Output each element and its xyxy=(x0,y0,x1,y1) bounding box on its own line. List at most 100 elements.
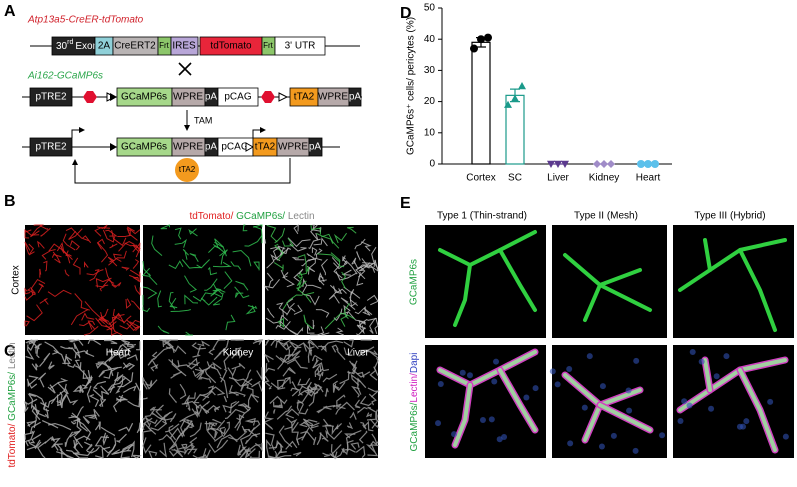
texture xyxy=(339,370,351,385)
texture xyxy=(236,414,245,431)
texture xyxy=(315,367,324,377)
box-label: Frt xyxy=(263,41,274,50)
texture xyxy=(142,260,151,277)
texture xyxy=(102,229,115,243)
texture xyxy=(41,249,56,260)
texture xyxy=(207,266,218,276)
column-title: Type II (Mesh) xyxy=(574,211,638,222)
texture xyxy=(295,342,308,352)
texture xyxy=(247,428,258,438)
texture xyxy=(269,395,288,405)
texture xyxy=(136,422,141,434)
texture xyxy=(36,343,41,359)
texture xyxy=(204,278,218,291)
texture xyxy=(106,327,119,336)
texture xyxy=(214,241,227,257)
row-label: GCaMP6s xyxy=(409,259,420,305)
texture xyxy=(168,424,177,441)
nucleus xyxy=(435,420,442,427)
texture xyxy=(311,354,323,362)
texture xyxy=(298,403,309,415)
feedback-arrow xyxy=(72,158,291,184)
texture xyxy=(43,260,48,272)
texture xyxy=(163,411,171,425)
box xyxy=(274,36,326,56)
stain: Lectin xyxy=(7,342,18,369)
texture xyxy=(74,293,90,311)
texture xyxy=(216,434,238,449)
texture xyxy=(229,384,239,396)
texture xyxy=(98,398,107,407)
nucleus xyxy=(632,447,639,454)
texture xyxy=(53,349,67,366)
texture xyxy=(264,422,274,430)
texture xyxy=(29,421,41,434)
texture xyxy=(66,394,79,406)
texture xyxy=(70,339,84,346)
texture xyxy=(364,262,376,273)
box-label: IRES xyxy=(172,41,196,52)
texture xyxy=(341,440,349,456)
protein-circle xyxy=(175,158,199,182)
texture xyxy=(95,285,106,292)
texture xyxy=(84,414,95,417)
texture xyxy=(68,405,84,419)
texture xyxy=(276,405,293,420)
texture xyxy=(275,320,291,330)
texture xyxy=(277,353,294,370)
texture xyxy=(306,385,314,394)
vessel xyxy=(738,368,777,452)
vessel xyxy=(438,350,537,387)
data-point xyxy=(607,160,615,168)
texture xyxy=(134,285,141,296)
vessel xyxy=(453,263,472,327)
texture xyxy=(150,363,159,372)
texture xyxy=(168,450,186,457)
texture xyxy=(306,431,317,446)
texture xyxy=(275,347,298,364)
texture xyxy=(179,412,199,423)
y-tick-label: 20 xyxy=(424,96,436,107)
texture xyxy=(126,227,131,237)
texture xyxy=(247,393,259,409)
texture xyxy=(37,283,44,294)
texture xyxy=(303,342,312,356)
texture xyxy=(48,243,65,254)
texture xyxy=(340,308,349,318)
data-point xyxy=(511,94,519,102)
texture xyxy=(253,261,260,271)
texture xyxy=(315,248,323,259)
texture xyxy=(184,437,198,450)
vessel xyxy=(583,283,602,322)
texture xyxy=(347,226,357,234)
tissue-label: Heart xyxy=(106,348,131,359)
texture xyxy=(270,246,280,261)
texture xyxy=(312,319,315,330)
texture xyxy=(164,413,177,423)
texture xyxy=(303,418,319,429)
texture xyxy=(371,415,379,429)
y-tick-label: 10 xyxy=(424,127,436,138)
texture xyxy=(62,233,76,251)
texture xyxy=(293,223,299,235)
image-labels: Heart Kidney Liver xyxy=(106,348,370,359)
texture xyxy=(354,238,366,250)
texture xyxy=(181,443,187,452)
texture xyxy=(132,272,141,283)
texture xyxy=(245,305,256,315)
texture xyxy=(100,444,117,454)
protein-label: tTA2 xyxy=(179,165,196,174)
texture xyxy=(234,292,244,298)
texture xyxy=(111,282,122,288)
texture xyxy=(126,321,140,331)
texture xyxy=(132,454,142,459)
box-label: pA xyxy=(205,142,218,153)
texture xyxy=(57,394,68,407)
texture xyxy=(312,358,319,369)
texture xyxy=(293,268,304,282)
texture xyxy=(47,361,55,370)
texture xyxy=(308,340,315,350)
texture xyxy=(40,398,56,409)
texture xyxy=(196,259,210,269)
texture xyxy=(367,406,378,416)
